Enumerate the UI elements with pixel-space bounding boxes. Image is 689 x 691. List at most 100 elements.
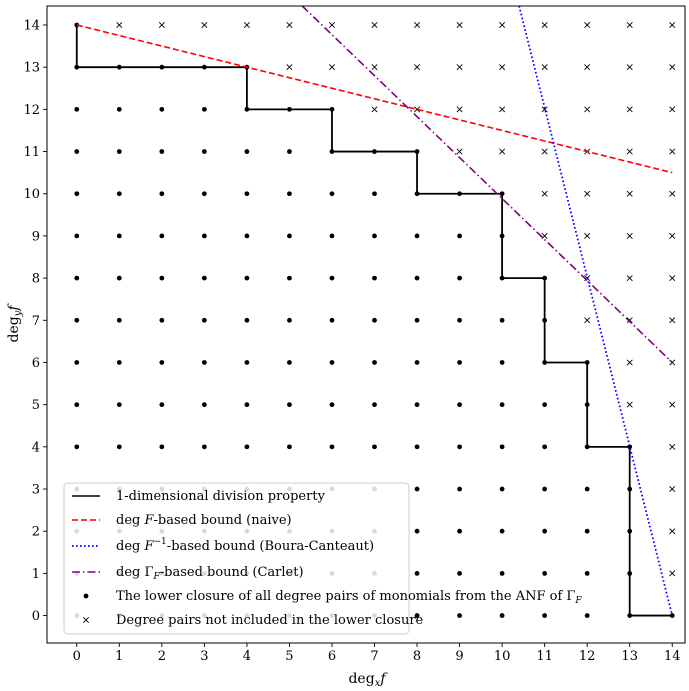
closure-point — [499, 317, 505, 323]
closure-point — [329, 191, 335, 197]
excluded-point — [541, 190, 548, 197]
excluded-point — [669, 64, 676, 71]
y-tick-label: 12 — [23, 103, 40, 118]
closure-point — [244, 402, 250, 408]
closure-point — [372, 191, 377, 197]
closure-point — [457, 233, 462, 239]
closure-point — [116, 360, 122, 365]
closure-point — [159, 106, 165, 112]
closure-point — [329, 402, 335, 408]
closure-point — [414, 613, 420, 618]
closure-point — [74, 233, 80, 239]
closure-point — [457, 402, 462, 408]
excluded-point — [456, 148, 463, 155]
excluded-point — [328, 64, 335, 71]
excluded-point — [584, 190, 591, 197]
closure-point — [372, 233, 377, 239]
y-tick-label: 3 — [32, 483, 40, 498]
y-tick-label: 7 — [32, 314, 40, 329]
x-tick-label: 12 — [579, 649, 596, 664]
legend: 1-dimensional division property deg F-ba… — [63, 482, 582, 635]
closure-point — [372, 402, 377, 408]
closure-point — [329, 444, 335, 450]
excluded-point — [584, 106, 591, 113]
excluded-point — [669, 486, 676, 493]
closure-point — [74, 106, 80, 112]
closure-point — [542, 528, 548, 534]
excluded-point — [626, 106, 633, 113]
closure-point — [244, 275, 250, 281]
lines-layer — [75, 5, 674, 617]
x-axis-label: degxf — [348, 671, 388, 689]
closure-point — [457, 613, 462, 618]
x-tick-label: 6 — [328, 649, 336, 664]
closure-point — [116, 191, 122, 197]
excluded-point — [541, 232, 548, 239]
legend-swatch-not-included — [82, 616, 90, 624]
excluded-point — [584, 64, 591, 71]
closure-point — [414, 360, 420, 365]
x-tick-label: 0 — [73, 649, 81, 664]
closure-point — [457, 528, 462, 534]
excluded-point — [584, 317, 591, 324]
excluded-point — [669, 190, 676, 197]
excluded-point — [371, 21, 378, 29]
closure-point — [74, 191, 80, 197]
x-tick-label: 14 — [664, 649, 681, 664]
legend-label-carlet: deg ΓF-based bound (Carlet) — [116, 565, 304, 582]
y-tick-label: 4 — [32, 440, 40, 455]
excluded-point — [541, 64, 548, 71]
excluded-point — [669, 528, 676, 535]
excluded-point — [626, 64, 633, 71]
legend-swatch-lower-closure — [83, 593, 89, 599]
closure-point — [116, 106, 122, 112]
closure-point — [414, 528, 420, 534]
closure-point — [414, 570, 420, 576]
closure-point — [329, 233, 335, 239]
excluded-point — [669, 570, 676, 577]
closure-point — [159, 191, 165, 197]
closure-point — [201, 317, 207, 323]
closure-point — [244, 317, 250, 323]
excluded-point — [371, 64, 378, 71]
closure-point — [287, 402, 292, 408]
x-tick-label: 8 — [413, 649, 421, 664]
y-tick-label: 11 — [23, 145, 40, 160]
closure-point — [584, 528, 590, 534]
excluded-point — [626, 232, 633, 239]
closure-point — [584, 486, 590, 492]
closure-point — [414, 486, 420, 492]
closure-point — [414, 233, 420, 239]
excluded-point — [626, 401, 633, 408]
closure-point — [159, 360, 165, 365]
excluded-point — [456, 106, 463, 113]
closure-point — [457, 444, 462, 450]
y-tick-label: 10 — [23, 187, 40, 202]
closure-point — [287, 317, 292, 323]
closure-point — [499, 528, 505, 534]
closure-point — [542, 613, 548, 618]
closure-point — [457, 486, 462, 492]
excluded-point — [626, 275, 633, 282]
plot-frame — [46, 5, 686, 644]
closure-point — [499, 444, 505, 450]
x-axis-label-sub: x — [375, 678, 381, 689]
closure-point — [287, 444, 292, 450]
points-layer — [74, 21, 676, 618]
excluded-point — [626, 359, 633, 366]
excluded-point — [201, 21, 208, 29]
closure-point — [414, 317, 420, 323]
legend-label-lower-closure: The lower closure of all degree pairs of… — [116, 589, 582, 606]
closure-point — [244, 360, 250, 365]
x-tick-label: 5 — [285, 649, 293, 664]
x-tick-label: 10 — [494, 649, 511, 664]
excluded-point — [541, 21, 548, 29]
y-tick-label: 9 — [32, 229, 40, 244]
x-tick-label: 11 — [536, 649, 553, 664]
closure-point — [542, 570, 548, 576]
closure-point — [499, 570, 505, 576]
closure-point — [116, 233, 122, 239]
closure-point — [499, 360, 505, 365]
closure-point — [159, 444, 165, 450]
y-axis-label-f: f — [6, 303, 22, 312]
